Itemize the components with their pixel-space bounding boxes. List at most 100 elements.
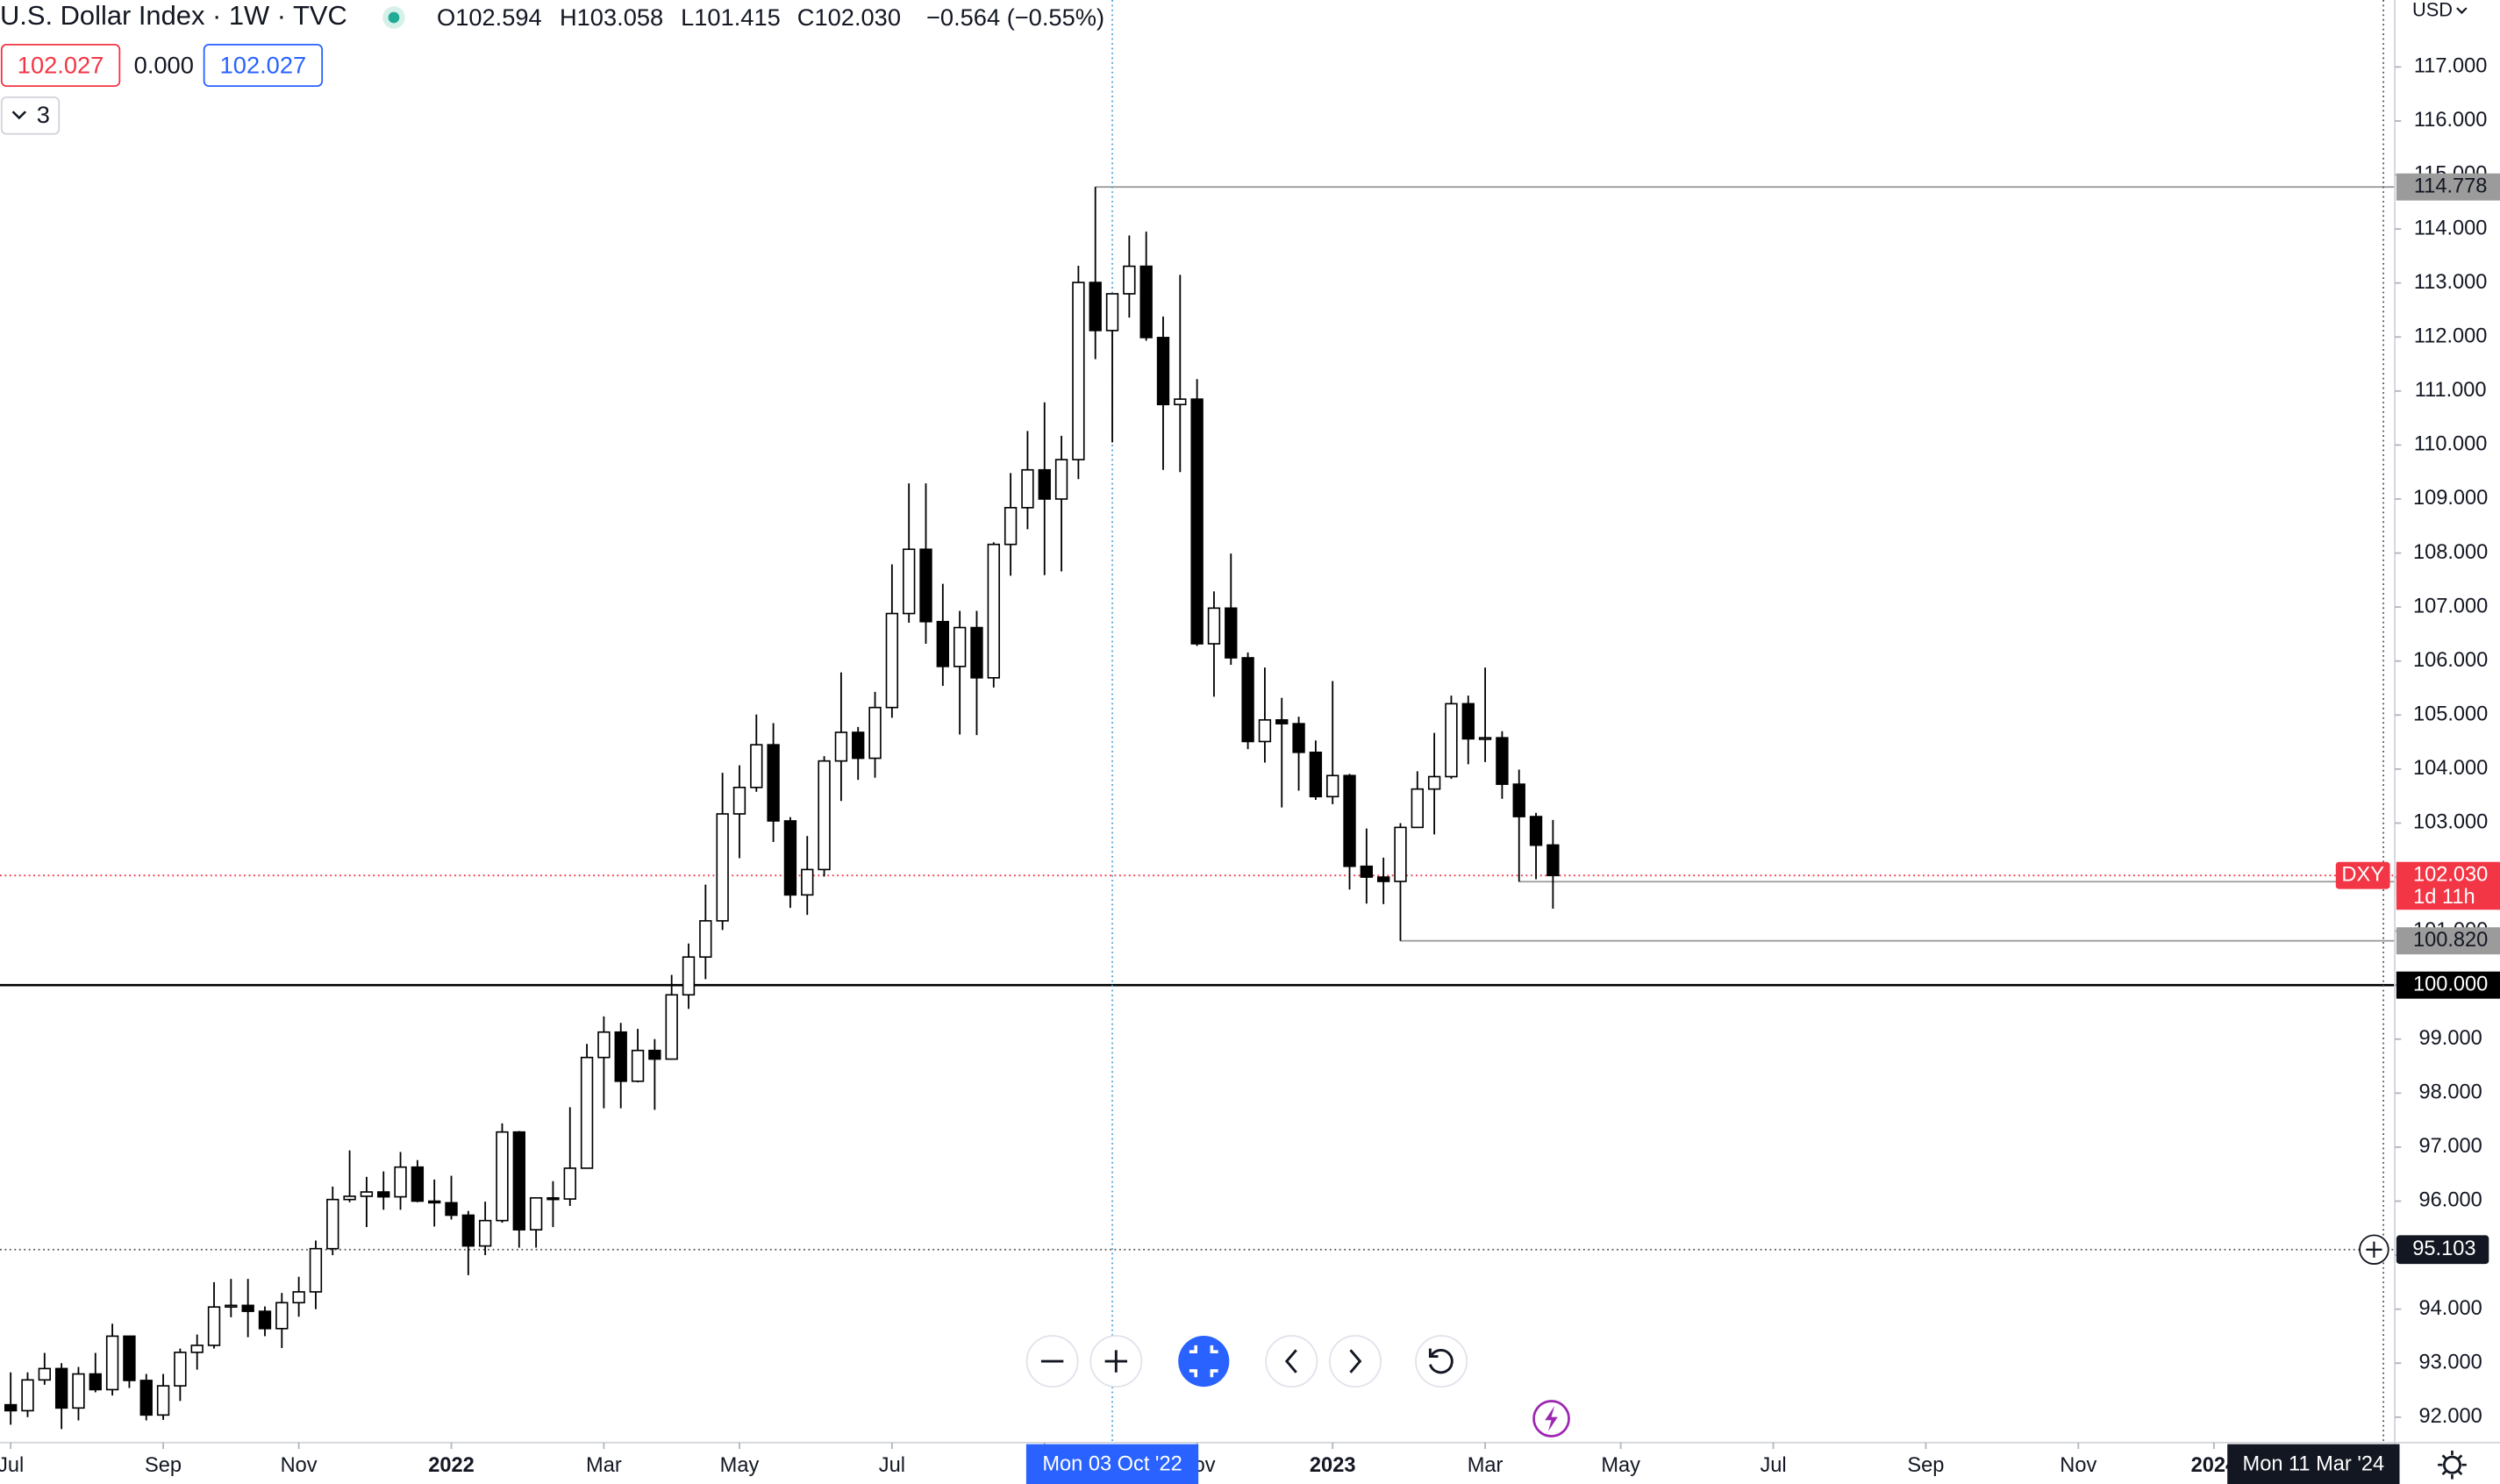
candle-body bbox=[496, 1131, 509, 1222]
candle-body bbox=[1258, 719, 1272, 743]
last-price-label: 102.030 bbox=[2413, 863, 2488, 886]
compress-icon bbox=[1189, 1345, 1218, 1378]
chevron-icon bbox=[11, 111, 26, 120]
candle-body bbox=[478, 1219, 492, 1247]
candle-body bbox=[1275, 719, 1289, 724]
candle-body bbox=[546, 1196, 560, 1201]
candle-body bbox=[1411, 788, 1424, 829]
ohlc-change: −0.564 (−0.55%) bbox=[926, 4, 1104, 31]
x-tick-label: Sep bbox=[145, 1454, 182, 1477]
candle-body bbox=[428, 1200, 441, 1204]
candle-body bbox=[1343, 774, 1356, 867]
x-tick-label: May bbox=[720, 1454, 760, 1477]
x-tick-label: Sep bbox=[1907, 1454, 1944, 1477]
reset-scale-button[interactable] bbox=[1178, 1335, 1230, 1388]
candle-body bbox=[1139, 265, 1153, 339]
level-price-label: 100.000 bbox=[2413, 973, 2488, 995]
ohlc-low: L101.415 bbox=[681, 4, 781, 31]
candle-body bbox=[326, 1198, 339, 1250]
candle-body bbox=[902, 548, 916, 615]
candle-body bbox=[885, 612, 899, 709]
status-dot bbox=[388, 11, 400, 24]
candle-body bbox=[682, 956, 696, 996]
candle-body bbox=[1512, 783, 1525, 817]
y-tick-label: 92.000 bbox=[2419, 1405, 2482, 1428]
candle-body bbox=[936, 620, 949, 667]
ohlc-close: C102.030 bbox=[797, 4, 901, 31]
candle-body bbox=[4, 1403, 18, 1412]
y-tick-label: 94.000 bbox=[2419, 1297, 2482, 1320]
candle-body bbox=[1445, 703, 1458, 778]
candle-body bbox=[648, 1049, 661, 1060]
reset-button[interactable] bbox=[1415, 1335, 1468, 1388]
y-tick-label: 110.000 bbox=[2414, 433, 2488, 456]
candle-body bbox=[1427, 775, 1441, 790]
candle-body bbox=[360, 1191, 374, 1197]
symbol-title[interactable]: U.S. Dollar Index · 1W · TVC bbox=[0, 0, 347, 31]
indicator-value: 102.027 bbox=[18, 52, 104, 79]
ohlc-high: H103.058 bbox=[560, 4, 663, 31]
y-tick-label: 93.000 bbox=[2419, 1351, 2482, 1373]
plus-icon bbox=[2366, 1241, 2382, 1258]
candle-body bbox=[1309, 751, 1323, 798]
candle-body bbox=[292, 1291, 305, 1304]
y-tick-label: 97.000 bbox=[2419, 1135, 2482, 1158]
candle-body bbox=[919, 548, 932, 623]
candle-body bbox=[1207, 607, 1221, 645]
candle-body bbox=[225, 1304, 238, 1309]
candle-body bbox=[1072, 282, 1085, 460]
y-tick-label: 116.000 bbox=[2414, 109, 2488, 132]
candle-body bbox=[1546, 844, 1560, 876]
indicator-count: 3 bbox=[37, 101, 50, 128]
reset-icon bbox=[1428, 1348, 1454, 1374]
x-tick-label: Nov bbox=[2060, 1454, 2096, 1477]
countdown-label: 1d 11h bbox=[2413, 886, 2475, 909]
plot-area bbox=[0, 0, 2396, 1443]
scroll-right-button[interactable] bbox=[1328, 1335, 1382, 1388]
candle-body bbox=[852, 731, 865, 760]
chevron-icon bbox=[2456, 7, 2468, 15]
x-tick-label: Nov bbox=[281, 1454, 318, 1477]
candle-body bbox=[1241, 657, 1254, 743]
candle-body bbox=[767, 744, 780, 822]
indicator-box[interactable] bbox=[203, 43, 324, 88]
level-price-label: 100.820 bbox=[2413, 929, 2488, 952]
candle-body bbox=[1292, 723, 1305, 753]
y-tick-label: 103.000 bbox=[2413, 811, 2488, 834]
candle-body bbox=[970, 626, 983, 679]
candle-body bbox=[1123, 265, 1136, 295]
cursor-time-label: Mon 11 Mar '24 bbox=[2243, 1452, 2385, 1475]
scroll-left-button[interactable] bbox=[1265, 1335, 1318, 1388]
candle-body bbox=[139, 1380, 153, 1416]
candle-body bbox=[732, 786, 746, 815]
y-tick-label: 111.000 bbox=[2415, 379, 2487, 402]
currency-label[interactable]: USD bbox=[2412, 0, 2453, 20]
y-tick-label: 105.000 bbox=[2413, 703, 2488, 726]
candle-body bbox=[190, 1345, 204, 1353]
candle-body bbox=[1461, 703, 1475, 740]
candle-body bbox=[1174, 398, 1187, 406]
indicator-box[interactable] bbox=[0, 43, 121, 88]
candle-body bbox=[1156, 337, 1170, 406]
y-tick-label: 107.000 bbox=[2413, 595, 2488, 617]
y-tick-label: 117.000 bbox=[2414, 55, 2488, 78]
level-price-box bbox=[2396, 927, 2500, 955]
zoom-toolbar bbox=[1025, 1335, 1468, 1388]
gear-icon bbox=[2438, 1450, 2467, 1480]
candle-body bbox=[1190, 398, 1204, 645]
candle-body bbox=[241, 1304, 254, 1312]
lightning-icon bbox=[1545, 1405, 1558, 1432]
candle-body bbox=[207, 1306, 221, 1346]
indicator-toggle[interactable] bbox=[0, 96, 61, 135]
candle-body bbox=[563, 1167, 576, 1200]
candle-body bbox=[1360, 865, 1374, 878]
settings-button[interactable] bbox=[2443, 1455, 2461, 1474]
y-tick-label: 109.000 bbox=[2413, 487, 2488, 510]
candle-body bbox=[258, 1310, 272, 1330]
left-icon bbox=[1284, 1349, 1297, 1373]
candle-body bbox=[1105, 293, 1119, 332]
last-price-box bbox=[2396, 861, 2500, 910]
level-price-box bbox=[2396, 971, 2500, 999]
